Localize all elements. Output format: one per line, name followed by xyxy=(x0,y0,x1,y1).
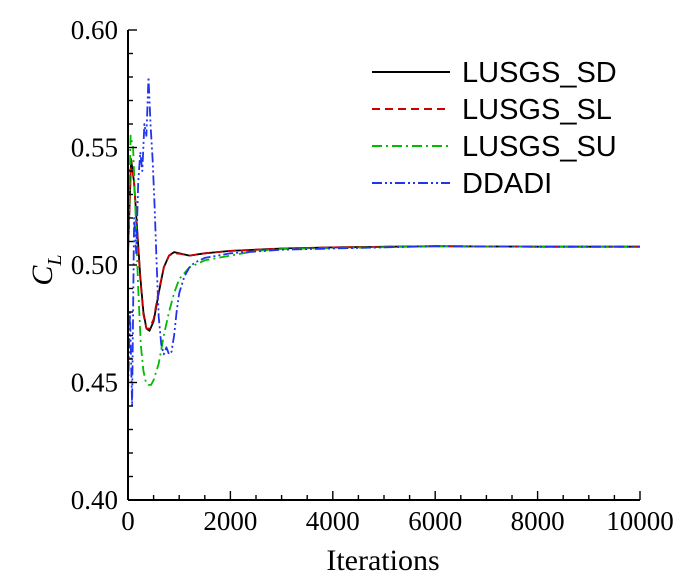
legend-label-ddadi: DDADI xyxy=(462,168,552,200)
y-axis-title-main: C xyxy=(26,265,59,286)
legend-background xyxy=(355,52,645,197)
x-tick-label: 8000 xyxy=(511,506,565,536)
legend-label-lusgs-sl: LUSGS_SL xyxy=(462,94,612,126)
x-axis-title: Iterations xyxy=(326,544,439,577)
x-tick-label: 2000 xyxy=(203,506,257,536)
y-tick-label: 0.45 xyxy=(71,368,118,398)
y-tick-label: 0.40 xyxy=(71,485,118,515)
y-axis-title-sub: L xyxy=(44,254,66,266)
x-tick-label: 0 xyxy=(121,506,135,536)
x-tick-labels: 0 2000 4000 6000 8000 10000 xyxy=(121,506,674,536)
y-axis-title: CL xyxy=(26,254,66,285)
series-layer xyxy=(127,76,640,407)
y-tick-label: 0.60 xyxy=(71,15,118,45)
legend: LUSGS_SD LUSGS_SL LUSGS_SU DDADI xyxy=(355,52,645,200)
y-tick-label: 0.50 xyxy=(71,250,118,280)
legend-label-lusgs-sd: LUSGS_SD xyxy=(462,57,617,89)
x-tick-label: 10000 xyxy=(606,506,674,536)
legend-label-lusgs-su: LUSGS_SU xyxy=(462,131,617,163)
y-tick-label: 0.55 xyxy=(71,133,118,163)
x-tick-label: 6000 xyxy=(408,506,462,536)
y-tick-labels: 0.40 0.45 0.50 0.55 0.60 xyxy=(71,15,118,515)
tick-marks xyxy=(127,29,641,501)
series-line-lusgs-su xyxy=(127,134,640,386)
series-line-ddadi xyxy=(127,76,640,407)
x-tick-label: 4000 xyxy=(306,506,360,536)
